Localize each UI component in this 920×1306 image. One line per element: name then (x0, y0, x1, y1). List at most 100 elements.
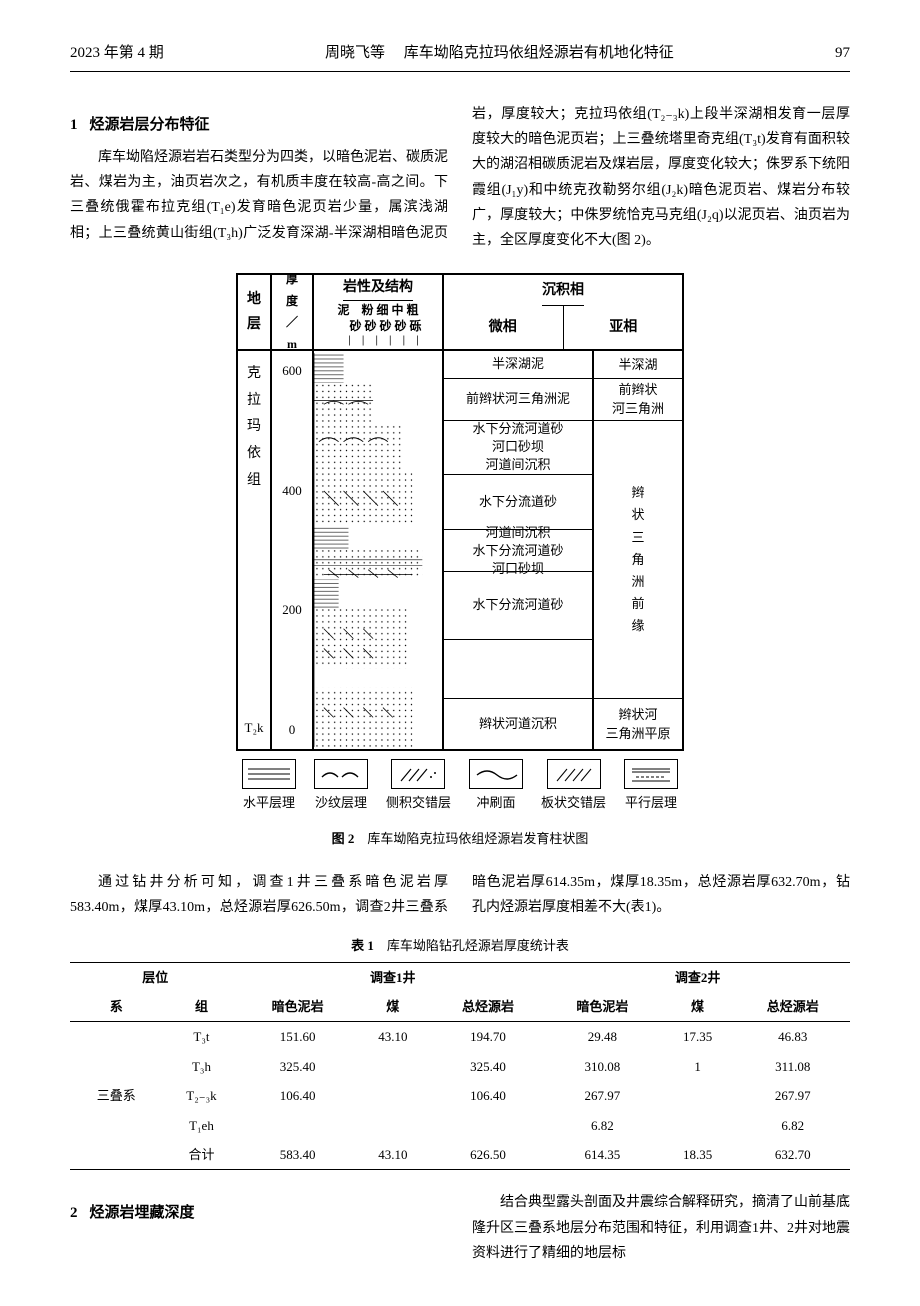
section-1-num: 1 (70, 117, 78, 133)
strat-body: 克拉玛依组 T₂k 6004002000 (237, 350, 683, 750)
section-2-num: 2 (70, 1205, 78, 1221)
header-microfacies: 微相 (443, 306, 564, 349)
legend-symbol-lateral (391, 759, 445, 789)
microfacies-cell: 水下分流道砂 (444, 475, 592, 531)
subfacies-cell: 辫状三角洲前缘 (594, 421, 682, 699)
microfacies-cell: 前辫状河三角洲泥 (444, 379, 592, 421)
section-2-paragraph: 结合典型露头剖面及井震综合解释研究，摘清了山前基底隆升区三叠系地层分布范围和特征… (472, 1190, 850, 1266)
table-cell (431, 1111, 545, 1140)
subfacies-cell: 前辫状 河三角洲 (594, 379, 682, 421)
table-cell: T₁eh (162, 1111, 240, 1140)
table-cell: 583.40 (240, 1140, 354, 1170)
lithology-column (313, 350, 443, 750)
table-subheader: 总烃源岩 (736, 992, 850, 1022)
table-cell: 18.35 (660, 1140, 736, 1170)
para-after-fig-block: 通过钻井分析可知，调查1井三叠系暗色泥岩厚583.40m，煤厚43.10m，总烃… (70, 870, 850, 920)
figure-2-caption: 图 2 库车坳陷克拉玛依组烃源岩发育柱状图 (70, 827, 850, 850)
table-row: 合计583.4043.10626.50614.3518.35632.70 (70, 1140, 850, 1170)
microfacies-cell: 河道间沉积 水下分流河道砂 河口砂坝 (444, 530, 592, 572)
legend-item: 板状交错层 (541, 759, 606, 814)
legend-symbol-scour (469, 759, 523, 789)
table-cell (355, 1052, 431, 1081)
microfacies-cell: 半深湖泥 (444, 351, 592, 379)
table-cell: 267.97 (545, 1081, 659, 1110)
legend-symbol-parallel (624, 759, 678, 789)
microfacies-cell (444, 640, 592, 700)
table-subheader: 煤 (355, 992, 431, 1022)
table-cell: 43.10 (355, 1022, 431, 1052)
header-thickness: 厚 度 ／ m (271, 274, 313, 350)
table-1: 层位 调查1井 调查2井 系组暗色泥岩煤总烃源岩暗色泥岩煤总烃源岩 三叠系T₃t… (70, 962, 850, 1171)
running-title: 周晓飞等 库车坳陷克拉玛依组烃源岩有机地化特征 (325, 40, 674, 67)
table-cell (355, 1081, 431, 1110)
table-cell: 151.60 (240, 1022, 354, 1052)
header-lithology: 岩性及结构 泥 粉 细 中 粗 砂 砂 砂 砂 砾 |||||| (313, 274, 443, 350)
table-subheader: 组 (162, 992, 240, 1022)
table-cell: 106.40 (240, 1081, 354, 1110)
subfacies-column: 半深湖前辫状 河三角洲辫状三角洲前缘辫状河 三角洲平原 (593, 350, 683, 750)
subfacies-cell: 半深湖 (594, 351, 682, 379)
legend-symbol-ripple (314, 759, 368, 789)
table-cell: 合计 (162, 1140, 240, 1170)
table-cell: 614.35 (545, 1140, 659, 1170)
table-row: T₃h325.40325.40310.081311.08 (70, 1052, 850, 1081)
table-cell: T₂₋₃k (162, 1081, 240, 1110)
table-cell: 6.82 (736, 1111, 850, 1140)
table-cell: 194.70 (431, 1022, 545, 1052)
table-cell: 17.35 (660, 1022, 736, 1052)
table-header-row-1: 层位 调查1井 调查2井 (70, 962, 850, 992)
table-cell (355, 1111, 431, 1140)
table-cell: 1 (660, 1052, 736, 1081)
table-row: T₂₋₃k106.40106.40267.97267.97 (70, 1081, 850, 1110)
legend-item: 冲刷面 (469, 759, 523, 814)
table-cell: 325.40 (240, 1052, 354, 1081)
table-cell: 6.82 (545, 1111, 659, 1140)
header-sedimentary: 沉积相 微相 亚相 (443, 274, 683, 350)
microfacies-column: 半深湖泥前辫状河三角洲泥水下分流河道砂 河口砂坝 河道间沉积水下分流道砂河道间沉… (443, 350, 593, 750)
legend-item: 侧积交错层 (386, 759, 451, 814)
legend-item: 沙纹层理 (314, 759, 368, 814)
table-cell (240, 1111, 354, 1140)
para-after-fig: 通过钻井分析可知，调查1井三叠系暗色泥岩厚583.40m，煤厚43.10m，总烃… (70, 870, 850, 920)
formation-column: 克拉玛依组 T₂k (237, 350, 271, 750)
formation-bottom: T₂k (245, 716, 264, 739)
lithology-svg (314, 351, 442, 749)
stratigraphic-column: 地 层 厚 度 ／ m 岩性及结构 泥 粉 细 中 粗 砂 砂 砂 砂 砾 ||… (236, 273, 684, 751)
table-cell: 43.10 (355, 1140, 431, 1170)
microfacies-cell: 水下分流河道砂 河口砂坝 河道间沉积 (444, 421, 592, 475)
microfacies-cell: 辫状河道沉积 (444, 699, 592, 749)
legend-item: 平行层理 (624, 759, 678, 814)
table-cell: T₃h (162, 1052, 240, 1081)
table-subheader: 暗色泥岩 (545, 992, 659, 1022)
table-cell: 310.08 (545, 1052, 659, 1081)
table-cell (660, 1111, 736, 1140)
table-subheader: 系 (70, 992, 162, 1022)
table-subheader: 暗色泥岩 (240, 992, 354, 1022)
depth-tick: 600 (282, 359, 302, 382)
section-2-title: 烃源岩埋藏深度 (90, 1205, 195, 1221)
strat-header-row: 地 层 厚 度 ／ m 岩性及结构 泥 粉 细 中 粗 砂 砂 砂 砂 砾 ||… (237, 274, 683, 350)
table-cell: 626.50 (431, 1140, 545, 1170)
section-1-heading: 1 烃源岩层分布特征 (70, 112, 448, 139)
table-cell: T₃t (162, 1022, 240, 1052)
legend-item: 水平层理 (242, 759, 296, 814)
table-cell: 632.70 (736, 1140, 850, 1170)
table-cell: 46.83 (736, 1022, 850, 1052)
system-cell: 三叠系 (70, 1022, 162, 1170)
table-subheader: 煤 (660, 992, 736, 1022)
table-1-caption: 表 1 库车坳陷钻孔烃源岩厚度统计表 (70, 934, 850, 957)
header-subfacies: 亚相 (564, 306, 684, 349)
depth-tick: 0 (289, 718, 296, 741)
table-row: 三叠系T₃t151.6043.10194.7029.4817.3546.83 (70, 1022, 850, 1052)
header-layer: 地 层 (237, 274, 271, 350)
section-2-heading: 2 烃源岩埋藏深度 (70, 1200, 448, 1227)
table-cell: 29.48 (545, 1022, 659, 1052)
subfacies-cell: 辫状河 三角洲平原 (594, 699, 682, 749)
page-header: 2023 年第 4 期 周晓飞等 库车坳陷克拉玛依组烃源岩有机地化特征 97 (70, 40, 850, 72)
table-cell: 106.40 (431, 1081, 545, 1110)
table-cell: 311.08 (736, 1052, 850, 1081)
section-1-title: 烃源岩层分布特征 (90, 117, 210, 133)
table-cell (660, 1081, 736, 1110)
legend-symbol-hll (242, 759, 296, 789)
table-row: T₁eh 6.82 6.82 (70, 1111, 850, 1140)
